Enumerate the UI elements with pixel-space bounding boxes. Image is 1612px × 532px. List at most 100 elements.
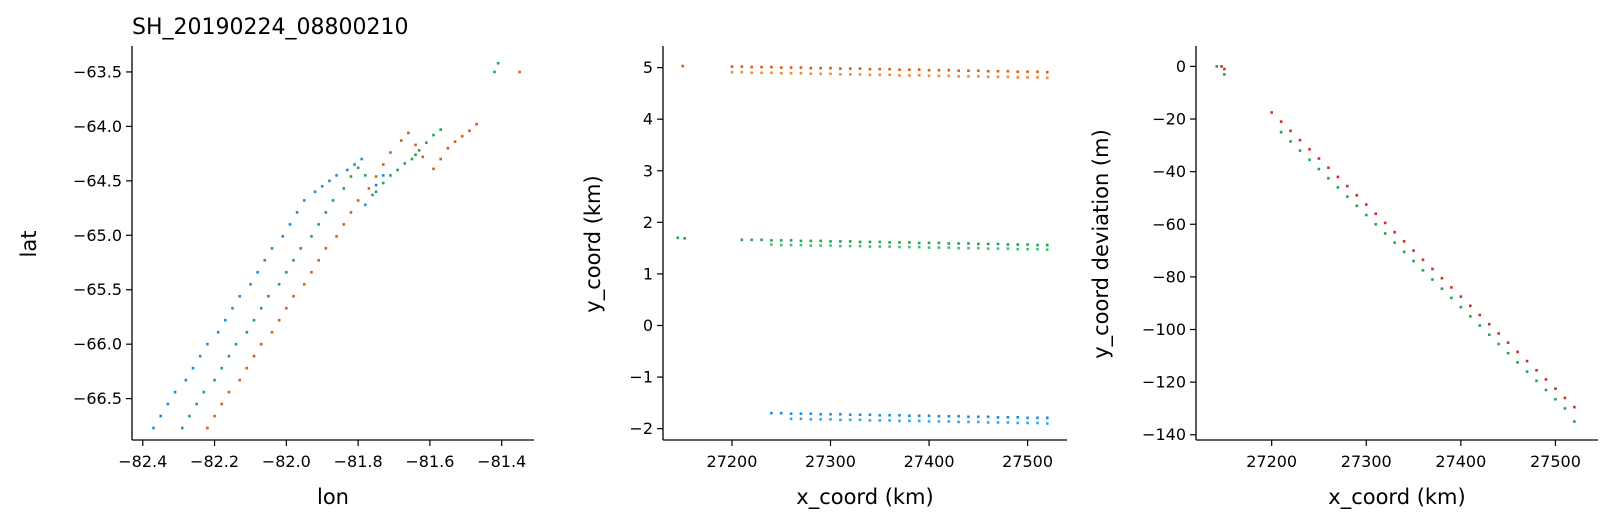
data-point <box>374 190 378 194</box>
panel-1: −82.4 −82.2 −82.0 −81.8 −81.6 −81.4 −66.5 −66.0… <box>17 46 534 509</box>
data-point <box>1544 378 1548 381</box>
x-axis-label: x_coord (km) <box>1328 485 1465 510</box>
data-point <box>1383 221 1387 225</box>
data-point <box>917 419 921 423</box>
y-tick-label: −40 <box>1152 162 1186 181</box>
data-point <box>324 211 328 214</box>
data-point <box>152 426 155 430</box>
data-point <box>868 413 872 417</box>
data-point <box>245 366 249 370</box>
data-point <box>364 174 367 177</box>
data-point <box>986 247 990 250</box>
data-point <box>927 414 931 418</box>
data-point <box>1006 416 1010 419</box>
data-point <box>1469 315 1472 318</box>
data-point <box>809 244 813 247</box>
data-point <box>927 420 931 423</box>
data-point <box>1220 65 1223 68</box>
y-tick-label: −64.0 <box>73 117 122 136</box>
data-point <box>381 181 385 185</box>
data-point <box>292 259 295 262</box>
data-point <box>302 282 306 286</box>
data-point <box>1327 176 1330 180</box>
data-point <box>750 65 753 69</box>
data-point <box>750 71 753 75</box>
data-point <box>1573 405 1576 409</box>
data-point <box>888 241 891 244</box>
data-point <box>414 153 417 157</box>
data-point <box>819 244 822 247</box>
data-point <box>858 244 862 248</box>
y-tick-label: −20 <box>1152 110 1186 129</box>
data-point <box>957 414 960 418</box>
data-point <box>878 67 882 71</box>
data-point <box>957 420 960 424</box>
data-point <box>1036 70 1039 74</box>
data-point <box>202 390 206 394</box>
data-point <box>342 223 346 226</box>
data-point <box>320 184 324 188</box>
data-point <box>238 378 241 382</box>
data-point <box>1487 322 1491 326</box>
data-point <box>888 67 891 71</box>
data-point <box>1554 387 1557 390</box>
data-point <box>277 318 281 322</box>
data-point <box>1431 278 1434 281</box>
data-point <box>898 241 901 244</box>
data-point <box>878 240 882 244</box>
data-point <box>839 67 842 70</box>
data-point <box>1346 184 1349 188</box>
data-point <box>789 66 793 69</box>
data-point <box>799 66 803 69</box>
y-tick-label: −1 <box>629 368 653 387</box>
data-point <box>730 70 734 74</box>
x-tick-label: −82.2 <box>190 452 239 471</box>
y-axis-label: y_coord deviation (m) <box>1089 129 1114 359</box>
data-point <box>937 246 941 249</box>
x-tick-label: 27300 <box>1341 452 1392 471</box>
data-point <box>1346 195 1349 198</box>
data-point <box>371 193 374 197</box>
data-point <box>819 412 822 416</box>
data-point <box>683 237 686 240</box>
data-point <box>374 175 378 178</box>
data-point <box>295 211 299 214</box>
y-axis-label: lat <box>17 231 41 258</box>
data-point <box>1317 167 1321 171</box>
data-point <box>986 415 990 419</box>
data-point <box>1563 407 1567 410</box>
data-point <box>740 65 744 68</box>
data-point <box>1006 75 1010 79</box>
data-point <box>249 282 252 286</box>
data-point <box>159 414 163 418</box>
data-point <box>374 183 378 187</box>
data-point <box>799 412 803 415</box>
data-point <box>917 68 921 71</box>
data-point <box>868 245 872 248</box>
data-point <box>829 418 832 421</box>
data-point <box>288 223 292 226</box>
data-point <box>996 75 1000 79</box>
x-tick-label: −81.8 <box>334 452 383 471</box>
data-point <box>809 72 813 76</box>
data-point <box>898 413 901 417</box>
y-tick-label: −140 <box>1142 425 1186 444</box>
data-point <box>1374 212 1378 216</box>
data-point <box>285 306 288 310</box>
data-point <box>1223 73 1226 76</box>
data-point <box>252 354 256 358</box>
data-point <box>1440 287 1444 291</box>
data-point <box>750 238 753 242</box>
data-point <box>977 75 980 78</box>
data-point <box>1045 70 1049 74</box>
data-point <box>220 366 224 370</box>
data-point <box>770 411 773 415</box>
data-point <box>947 414 951 418</box>
data-point <box>259 342 263 346</box>
data-point <box>432 133 435 137</box>
data-point <box>285 271 288 274</box>
data-point <box>1026 247 1029 251</box>
y-tick-label: 1 <box>643 264 653 283</box>
data-point <box>263 259 267 262</box>
x-tick-label: −82.4 <box>118 452 167 471</box>
